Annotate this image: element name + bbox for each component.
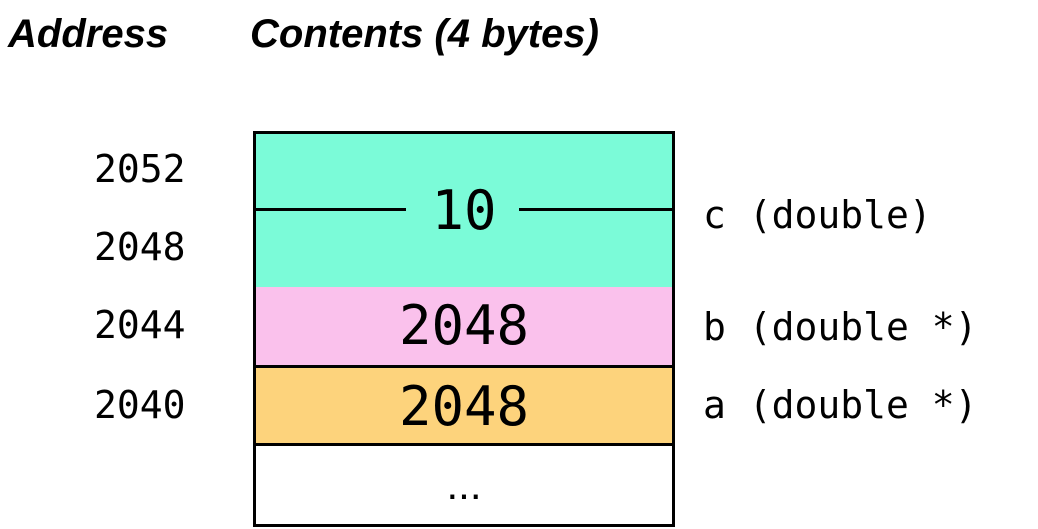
memory-cell-c: 10 xyxy=(253,131,675,293)
address-label: 2040 xyxy=(94,383,186,427)
memory-cell-b: 2048 xyxy=(253,287,675,368)
address-header: Address xyxy=(8,12,169,56)
cell-value-c: 10 xyxy=(431,179,497,242)
address-label: 2052 xyxy=(94,147,186,191)
variable-label-b: b (double *) xyxy=(703,305,978,349)
memory-cell-empty: ... xyxy=(253,443,675,527)
word-boundary-line-left xyxy=(256,208,406,211)
variable-label-c: c (double) xyxy=(703,193,932,237)
memory-cell-a: 2048 xyxy=(253,365,675,449)
cell-value-b: 2048 xyxy=(398,294,530,357)
cell-value-ellipsis: ... xyxy=(446,461,482,508)
contents-header: Contents (4 bytes) xyxy=(250,12,599,56)
cell-value-a: 2048 xyxy=(398,375,530,438)
variable-label-a: a (double *) xyxy=(703,383,978,427)
address-label: 2048 xyxy=(94,225,186,269)
address-label: 2044 xyxy=(94,303,186,347)
word-boundary-line-right xyxy=(519,208,672,211)
